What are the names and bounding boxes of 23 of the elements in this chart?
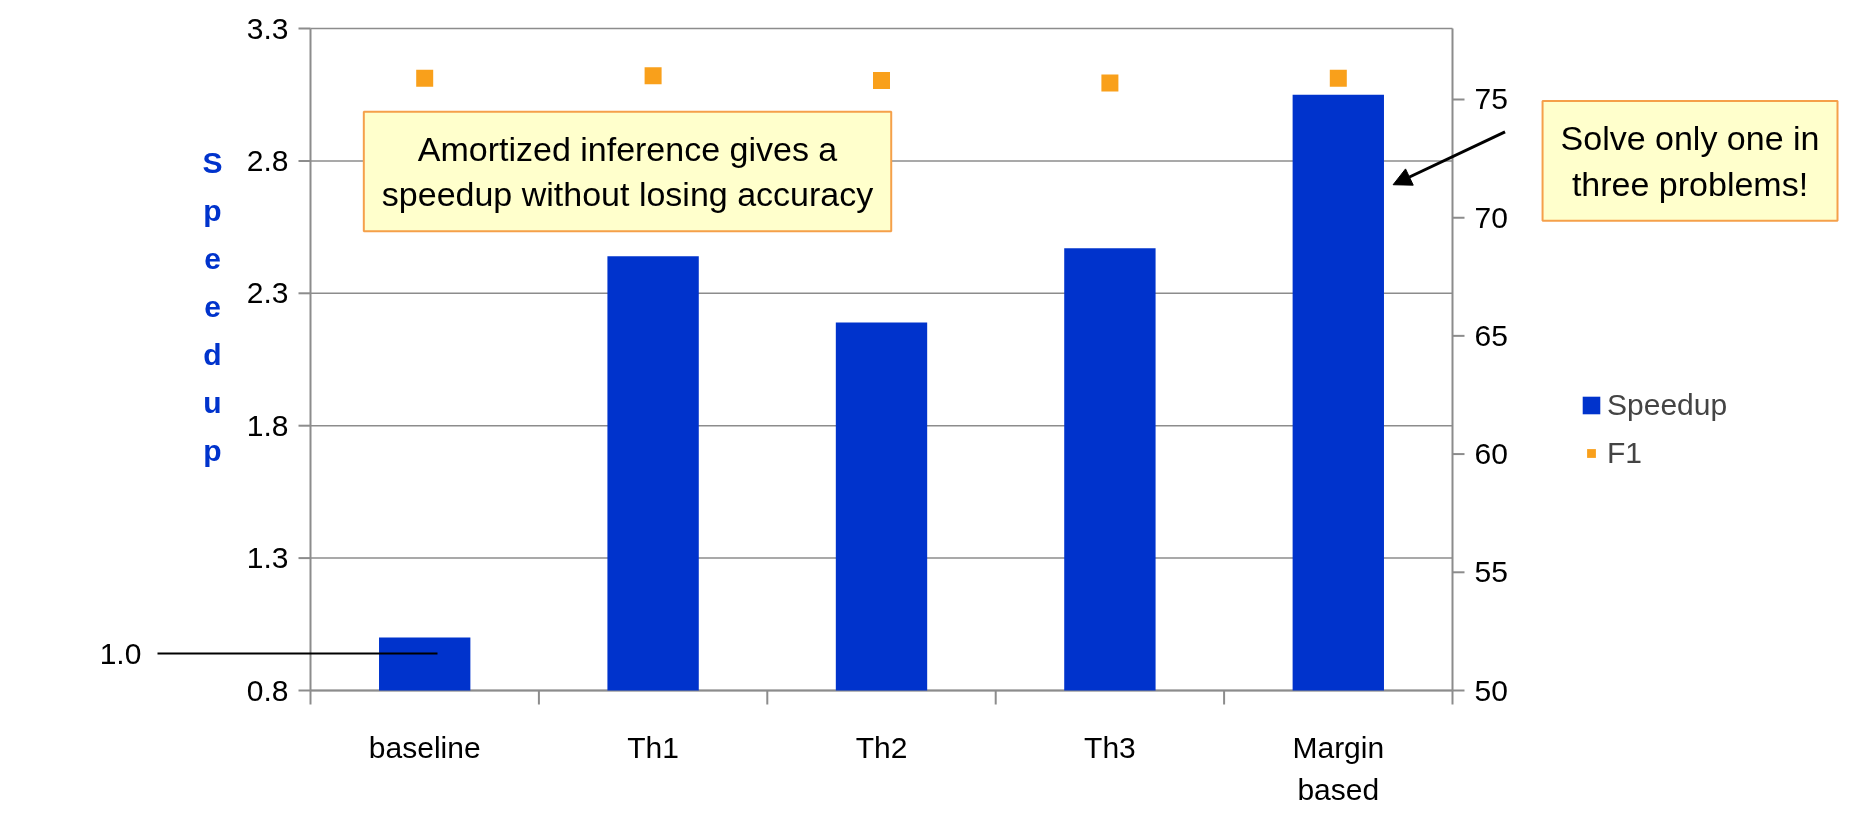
x-tick-label: Th3 [1084, 730, 1136, 764]
x-tick-label: Th1 [627, 730, 679, 764]
y2-tick-label: 65 [1474, 318, 1508, 352]
legend-label: F1 [1607, 436, 1643, 470]
y2-tick-label: 60 [1474, 437, 1508, 471]
text: Solve only one in three problems! [1560, 119, 1820, 203]
x-tick-label: baseline [368, 730, 481, 764]
y-tick-label: 0.8 [246, 673, 289, 707]
y-axis-title: Speedup [202, 146, 223, 467]
text: 1.0 [99, 636, 142, 670]
legend-label: Speedup [1607, 388, 1728, 422]
y2-tick-label: 70 [1474, 200, 1508, 234]
x-tick-label: Margin based [1292, 730, 1385, 807]
y-tick-label: 1.8 [246, 408, 289, 442]
y-tick-label: 2.8 [246, 143, 289, 177]
y-tick-label: 2.3 [246, 276, 289, 310]
y2-tick-label: 75 [1474, 82, 1508, 116]
annotation: Amortized inference gives a speedup without losing accuracy [381, 129, 874, 214]
y-tick-label: 3.3 [246, 11, 289, 45]
y2-tick-label: 50 [1474, 673, 1508, 707]
y2-tick-label: 55 [1474, 555, 1508, 589]
y-tick-label: 1.3 [246, 541, 289, 575]
x-tick-label: Th2 [855, 730, 908, 764]
